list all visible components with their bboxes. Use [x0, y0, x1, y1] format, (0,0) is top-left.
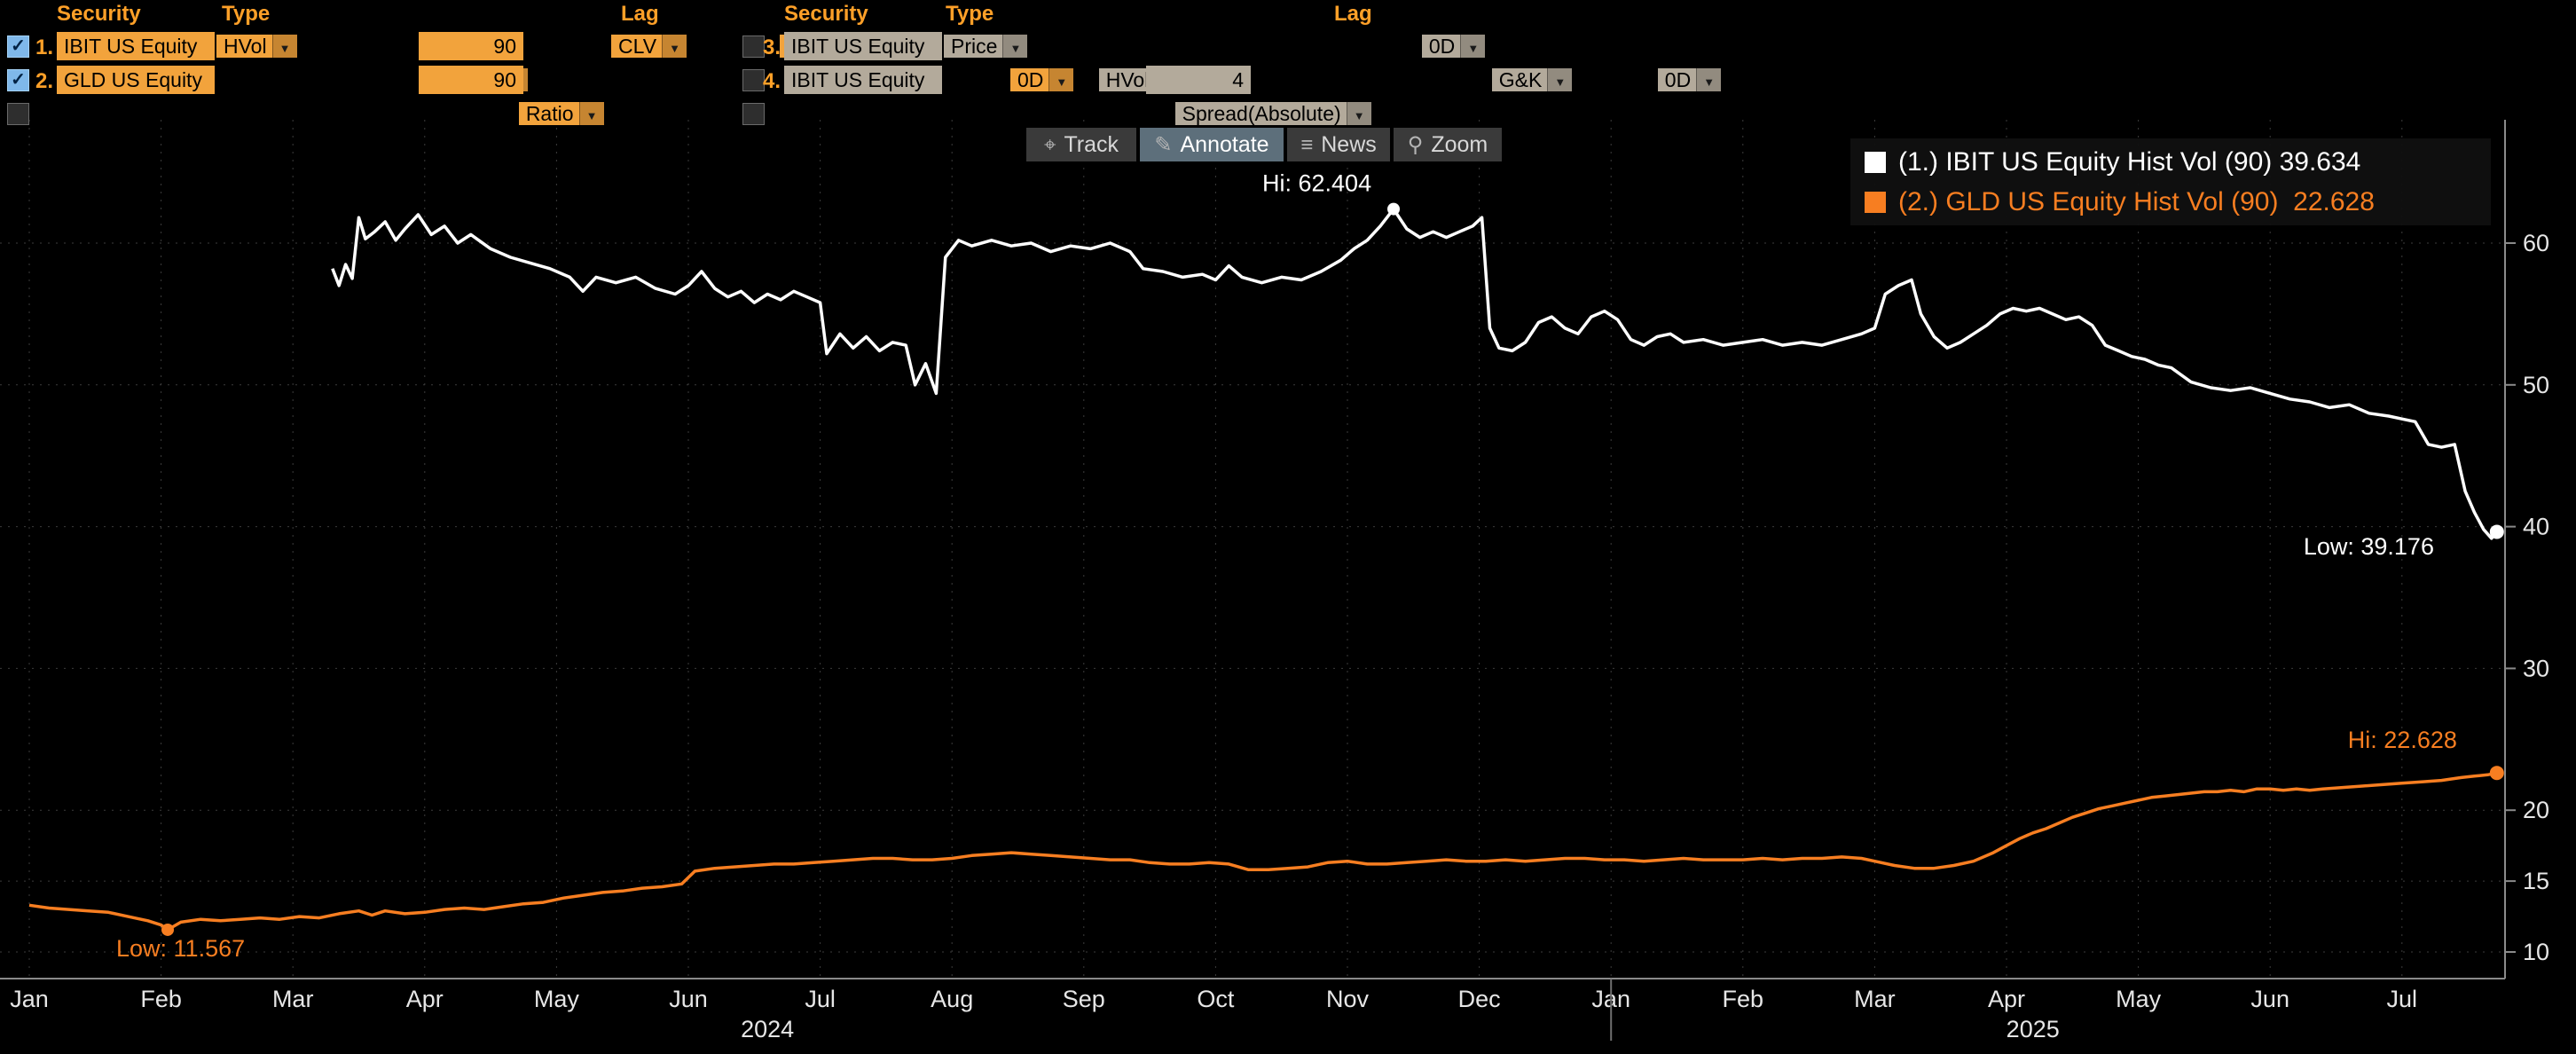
x-axis-month-label: Feb [140, 986, 182, 1012]
y-axis-label: 10 [2523, 939, 2549, 965]
left-header-type: Type [222, 2, 271, 26]
row2-window-input[interactable]: 90 [419, 66, 523, 94]
x-axis-month-label: Apr [1988, 986, 2025, 1012]
news-button[interactable]: ≡ News [1287, 128, 1390, 161]
x-axis-month-label: Jan [10, 986, 49, 1012]
zoom-button[interactable]: ⚲ Zoom [1394, 128, 1502, 161]
y-axis-label: 60 [2523, 230, 2549, 256]
ibit-series-swatch [1865, 151, 1886, 173]
chart-legend: (1.) IBIT US Equity Hist Vol (90) 39.634… [1850, 138, 2491, 225]
row1-number: 1. [35, 35, 54, 59]
x-axis-month-label: Jun [2250, 986, 2289, 1012]
x-axis-month-label: May [534, 986, 580, 1012]
y-axis-label: 50 [2523, 372, 2549, 398]
y-axis-label: 40 [2523, 514, 2549, 540]
row3-lag-dropdown[interactable]: 0D [1421, 35, 1486, 58]
legend-item-gld[interactable]: (2.) GLD US Equity Hist Vol (90) 22.628 [1865, 182, 2477, 222]
annotation-dot [161, 923, 175, 936]
zoom-icon: ⚲ [1407, 133, 1424, 157]
news-label: News [1321, 132, 1377, 157]
row3-number: 3. [763, 35, 781, 59]
right-header-type: Type [946, 2, 994, 26]
y-axis-label: 30 [2523, 655, 2549, 681]
y-axis-label: 15 [2523, 868, 2549, 894]
legend-item-ibit[interactable]: (1.) IBIT US Equity Hist Vol (90) 39.634 [1865, 142, 2477, 182]
x-axis-month-label: Jul [805, 986, 836, 1012]
annotation-label: Hi: 62.404 [1262, 170, 1371, 197]
legend-label-ibit: (1.) IBIT US Equity Hist Vol (90) 39.634 [1898, 146, 2361, 177]
track-button[interactable]: ⌖ Track [1026, 128, 1136, 161]
ratio-mode-dropdown[interactable]: Ratio [518, 102, 604, 125]
x-axis-month-label: Jun [669, 986, 708, 1012]
x-axis-month-label: Feb [1723, 986, 1764, 1012]
x-axis-month-label: Jul [2387, 986, 2418, 1012]
annotation-label: Low: 39.176 [2304, 533, 2434, 560]
row2-security-input[interactable]: GLD US Equity [57, 66, 215, 94]
x-axis-month-label: Dec [1458, 986, 1501, 1012]
x-axis-month-label: Sep [1063, 986, 1105, 1012]
left-header-lag: Lag [621, 2, 659, 26]
x-axis-month-label: Mar [272, 986, 314, 1012]
annotation-dot [1387, 202, 1401, 216]
annotation-label: Hi: 22.628 [2348, 727, 2457, 753]
y-axis-label: 20 [2523, 797, 2549, 823]
row4-window-input[interactable]: 4 [1146, 66, 1251, 94]
series-end-dot [2489, 524, 2504, 539]
series-line [331, 207, 2499, 540]
row3-type-dropdown[interactable]: Price [944, 35, 1028, 58]
annotate-button[interactable]: ✎ Annotate [1140, 128, 1284, 161]
right-header-security: Security [784, 2, 868, 26]
x-axis-month-label: Nov [1326, 986, 1370, 1012]
right-header-lag: Lag [1334, 2, 1372, 26]
x-axis-month-label: Oct [1197, 986, 1235, 1012]
row4-checkbox[interactable] [742, 69, 765, 91]
x-axis-month-label: May [2116, 986, 2162, 1012]
x-axis-year-label: 2024 [741, 1016, 794, 1042]
row1-type-dropdown[interactable]: HVol [216, 35, 297, 58]
row1-checkbox[interactable] [7, 35, 29, 58]
row4-number: 4. [763, 69, 781, 93]
row3-security-input[interactable]: IBIT US Equity [784, 32, 942, 60]
spread-mode-dropdown[interactable]: Spread(Absolute) [1174, 102, 1371, 125]
legend-label-gld: (2.) GLD US Equity Hist Vol (90) 22.628 [1898, 186, 2375, 216]
annotate-label: Annotate [1180, 132, 1269, 157]
right-security-panel: Security Type Lag 3. IBIT US Equity Pric… [727, 0, 1722, 133]
row2-number: 2. [35, 69, 54, 93]
right-mode-checkbox[interactable] [742, 103, 765, 125]
left-header-security: Security [57, 2, 141, 26]
track-icon: ⌖ [1043, 133, 1056, 157]
row2-checkbox[interactable] [7, 69, 29, 91]
left-mode-checkbox[interactable] [7, 103, 29, 125]
x-axis-year-label: 2025 [2007, 1016, 2060, 1042]
left-security-panel: Security Type Lag 1. IBIT US Equity HVol… [0, 0, 1074, 133]
row3-checkbox[interactable] [742, 35, 765, 58]
x-axis-month-label: Mar [1854, 986, 1896, 1012]
row1-security-input[interactable]: IBIT US Equity [57, 32, 215, 60]
annotate-icon: ✎ [1154, 133, 1173, 157]
gld-series-swatch [1865, 191, 1886, 213]
row4-security-input[interactable]: IBIT US Equity [784, 66, 942, 94]
news-icon: ≡ [1300, 133, 1314, 157]
track-label: Track [1064, 132, 1119, 157]
row4-calc-dropdown[interactable]: G&K [1491, 68, 1573, 91]
row2-lag-dropdown[interactable]: 0D [1009, 68, 1074, 91]
row1-calc-dropdown[interactable]: CLV [611, 35, 687, 58]
row4-lag-dropdown[interactable]: 0D [1657, 68, 1722, 91]
zoom-label: Zoom [1431, 132, 1488, 157]
x-axis-month-label: Apr [406, 986, 444, 1012]
annotation-label: Low: 11.567 [116, 935, 245, 962]
x-axis-month-label: Aug [931, 986, 973, 1012]
series-line [28, 771, 2498, 932]
series-end-dot [2489, 766, 2504, 781]
row1-window-input[interactable]: 90 [419, 32, 523, 60]
